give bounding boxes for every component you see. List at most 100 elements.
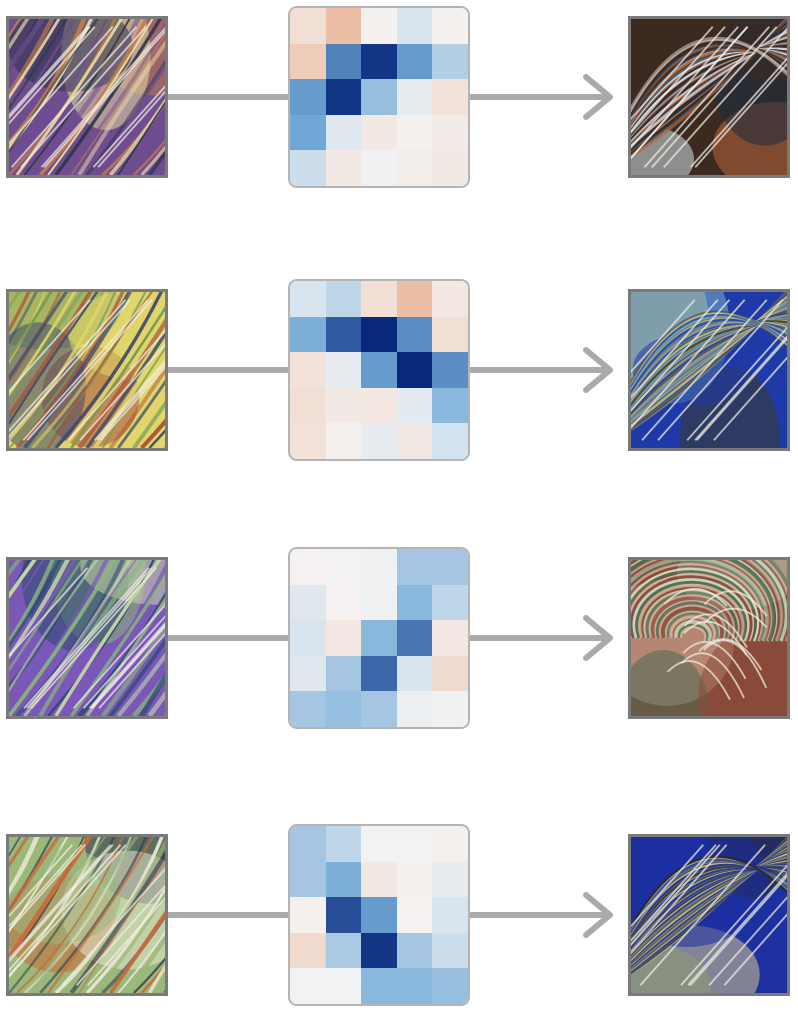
kernel-cell bbox=[325, 968, 362, 1004]
kernel-cell bbox=[396, 620, 433, 656]
kernel-cell bbox=[290, 826, 326, 862]
kernel-cell bbox=[290, 549, 326, 585]
kernel-cell bbox=[325, 150, 362, 186]
kernel-cell bbox=[432, 150, 468, 186]
kernel-cell bbox=[396, 352, 433, 388]
kernel-cell bbox=[432, 826, 468, 862]
kernel-cell bbox=[432, 423, 468, 459]
kernel-cell bbox=[361, 968, 397, 1004]
kernel-cell bbox=[290, 281, 326, 317]
kernel-cell bbox=[361, 620, 397, 656]
kernel-cell bbox=[325, 620, 362, 656]
kernel-cell bbox=[290, 620, 326, 656]
connector-line bbox=[166, 367, 290, 373]
kernel-cell bbox=[325, 549, 362, 585]
arrow-line bbox=[468, 94, 610, 100]
kernel-cell bbox=[290, 387, 326, 424]
arrow-head-icon bbox=[583, 347, 613, 393]
kernel-cell bbox=[432, 932, 468, 969]
kernel-cell bbox=[325, 423, 362, 459]
kernel-cell bbox=[432, 8, 468, 44]
kernel-cell bbox=[396, 150, 433, 186]
kernel-cell bbox=[361, 43, 397, 80]
kernel-cell bbox=[361, 114, 397, 151]
kernel-cell bbox=[290, 423, 326, 459]
kernel-cell bbox=[290, 584, 326, 621]
kernel-cell bbox=[396, 316, 433, 353]
output-feature-image bbox=[628, 289, 790, 451]
kernel-cell bbox=[361, 584, 397, 621]
arrow-line bbox=[468, 635, 610, 641]
kernel-cell bbox=[361, 549, 397, 585]
kernel-cell bbox=[290, 114, 326, 151]
input-feature-image bbox=[6, 16, 168, 178]
kernel-cell bbox=[325, 584, 362, 621]
output-feature-image bbox=[628, 557, 790, 719]
kernel-cell bbox=[325, 114, 362, 151]
kernel-cell bbox=[361, 8, 397, 44]
connector-line bbox=[166, 94, 290, 100]
kernel-cell bbox=[290, 968, 326, 1004]
kernel-cell bbox=[290, 150, 326, 186]
kernel-cell bbox=[432, 897, 468, 933]
kernel-cell bbox=[361, 316, 397, 353]
kernel-cell bbox=[361, 897, 397, 933]
kernel-cell bbox=[325, 316, 362, 353]
kernel-cell bbox=[432, 114, 468, 151]
kernel-cell bbox=[361, 387, 397, 424]
kernel-cell bbox=[432, 387, 468, 424]
kernel-cell bbox=[325, 8, 362, 44]
kernel-cell bbox=[432, 968, 468, 1004]
kernel-cell bbox=[361, 826, 397, 862]
kernel-cell bbox=[290, 932, 326, 969]
input-feature-image bbox=[6, 834, 168, 996]
kernel-cell bbox=[396, 691, 433, 727]
kernel-cell bbox=[325, 352, 362, 388]
kernel-cell bbox=[325, 691, 362, 727]
kernel-cell bbox=[325, 655, 362, 692]
kernel-cell bbox=[432, 43, 468, 80]
kernel-cell bbox=[396, 584, 433, 621]
kernel-cell bbox=[396, 549, 433, 585]
kernel-cell bbox=[361, 281, 397, 317]
arrow-head-icon bbox=[583, 892, 613, 938]
kernel-cell bbox=[361, 861, 397, 898]
kernel-weight-grid bbox=[288, 824, 470, 1006]
kernel-cell bbox=[432, 281, 468, 317]
kernel-cell bbox=[432, 316, 468, 353]
kernel-cell bbox=[361, 932, 397, 969]
kernel-weight-grid bbox=[288, 6, 470, 188]
kernel-cell bbox=[396, 43, 433, 80]
output-feature-image bbox=[628, 16, 790, 178]
kernel-weight-grid bbox=[288, 279, 470, 461]
kernel-cell bbox=[290, 861, 326, 898]
connector-line bbox=[166, 912, 290, 918]
kernel-cell bbox=[325, 826, 362, 862]
kernel-cell bbox=[325, 932, 362, 969]
kernel-cell bbox=[432, 620, 468, 656]
kernel-cell bbox=[361, 79, 397, 115]
output-feature-image bbox=[628, 834, 790, 996]
kernel-cell bbox=[396, 8, 433, 44]
kernel-cell bbox=[432, 655, 468, 692]
kernel-cell bbox=[325, 387, 362, 424]
kernel-cell bbox=[396, 932, 433, 969]
input-feature-image bbox=[6, 289, 168, 451]
input-feature-image bbox=[6, 557, 168, 719]
kernel-cell bbox=[396, 861, 433, 898]
kernel-cell bbox=[432, 584, 468, 621]
kernel-cell bbox=[396, 423, 433, 459]
kernel-cell bbox=[290, 79, 326, 115]
kernel-cell bbox=[290, 655, 326, 692]
kernel-cell bbox=[432, 549, 468, 585]
kernel-cell bbox=[361, 150, 397, 186]
kernel-cell bbox=[290, 352, 326, 388]
kernel-cell bbox=[432, 79, 468, 115]
kernel-cell bbox=[290, 691, 326, 727]
kernel-cell bbox=[396, 281, 433, 317]
kernel-cell bbox=[432, 861, 468, 898]
kernel-cell bbox=[325, 861, 362, 898]
arrow-line bbox=[468, 367, 610, 373]
arrow-head-icon bbox=[583, 615, 613, 661]
